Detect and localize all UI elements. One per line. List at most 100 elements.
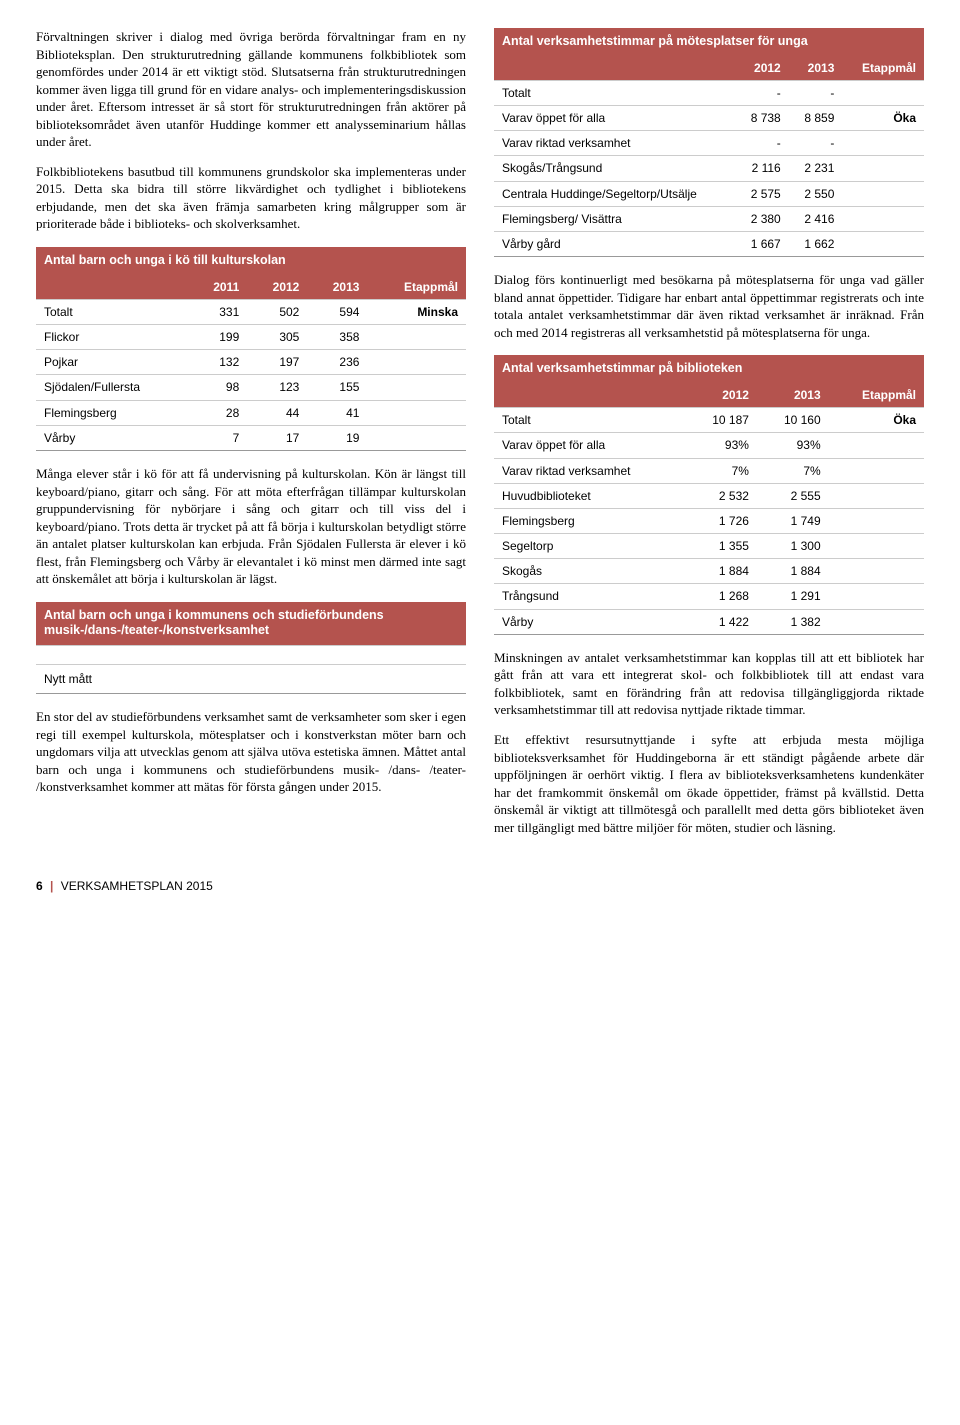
cell-value: 1 300 [757,534,829,559]
cell-value: 123 [247,375,307,400]
cell-value: 7 [188,425,247,450]
table-row: Vårby1 4221 382 [494,609,924,634]
row-label: Skogås [494,559,685,584]
cell-value: Öka [842,106,924,131]
col-header: 2012 [685,383,757,408]
cell-value: 19 [307,425,367,450]
cell-value: Öka [829,408,924,433]
cell-value: 305 [247,325,307,350]
cell-value: 98 [188,375,247,400]
body-paragraph: En stor del av studieförbundens verksamh… [36,708,466,796]
data-table: 2012 2013 Etappmål Totalt--Varav öppet f… [494,56,924,257]
table-row: Skogås/Trångsund2 1162 231 [494,156,924,181]
table-row: Pojkar132197236 [36,350,466,375]
table-kulturskolan: Antal barn och unga i kö till kulturskol… [36,247,466,451]
table-row: Segeltorp1 3551 300 [494,534,924,559]
table-row: Trångsund1 2681 291 [494,584,924,609]
table-note: Nytt mått [36,664,466,693]
left-column: Förvaltningen skriver i dialog med övrig… [36,28,466,848]
cell-value: 10 187 [685,408,757,433]
row-label: Varav öppet för alla [494,106,735,131]
cell-value: 17 [247,425,307,450]
cell-value: 132 [188,350,247,375]
cell-value: Minska [367,299,466,324]
table-row: Totalt10 18710 160Öka [494,408,924,433]
table-header: Antal verksamhetstimmar på mötesplatser … [494,28,924,56]
cell-value [829,483,924,508]
cell-value: 594 [307,299,367,324]
footer-separator: | [46,879,57,893]
table-row: Flemingsberg1 7261 749 [494,508,924,533]
row-label: Totalt [36,299,188,324]
cell-value: 2 380 [735,206,789,231]
table-row: Huvudbiblioteket2 5322 555 [494,483,924,508]
cell-value [842,131,924,156]
cell-value: 1 726 [685,508,757,533]
row-label: Huvudbiblioteket [494,483,685,508]
cell-value: 2 116 [735,156,789,181]
cell-value: 8 859 [789,106,843,131]
cell-value [829,584,924,609]
body-paragraph: Förvaltningen skriver i dialog med övrig… [36,28,466,151]
cell-value: 1 884 [757,559,829,584]
cell-value: 2 555 [757,483,829,508]
row-label: Varav öppet för alla [494,433,685,458]
col-header: 2013 [757,383,829,408]
cell-value: - [789,80,843,105]
table-studieforbund: Antal barn och unga i kommunens och stud… [36,602,466,694]
cell-value [829,559,924,584]
cell-value [367,425,466,450]
table-title: Antal verksamhetstimmar på mötesplatser … [502,34,916,50]
cell-value [829,609,924,634]
cell-value: 7% [685,458,757,483]
col-header: 2013 [789,56,843,81]
cell-value: 8 738 [735,106,789,131]
empty-row [36,645,466,664]
row-label: Centrala Huddinge/Segeltorp/Utsälje [494,181,735,206]
cell-value: 1 749 [757,508,829,533]
cell-value: 1 422 [685,609,757,634]
cell-value: 197 [247,350,307,375]
table-row: Flickor199305358 [36,325,466,350]
cell-value: 155 [307,375,367,400]
cell-value: 1 667 [735,231,789,256]
data-table: 2012 2013 Etappmål Totalt10 18710 160Öka… [494,383,924,634]
table-column-row: 2011 2012 2013 Etappmål [36,275,466,300]
row-label: Vårby [36,425,188,450]
cell-value: 2 416 [789,206,843,231]
cell-value: - [789,131,843,156]
col-header: Etappmål [367,275,466,300]
cell-value: 93% [685,433,757,458]
cell-value [367,400,466,425]
cell-value: 1 291 [757,584,829,609]
cell-value: 2 532 [685,483,757,508]
table-row: Vårby gård1 6671 662 [494,231,924,256]
cell-value [367,375,466,400]
data-table: 2011 2012 2013 Etappmål Totalt331502594M… [36,275,466,450]
body-paragraph: Ett effektivt resursutnyttjande i syfte … [494,731,924,836]
table-row: Totalt-- [494,80,924,105]
table-biblioteken: Antal verksamhetstimmar på biblioteken 2… [494,355,924,635]
cell-value: 1 382 [757,609,829,634]
cell-value: 7% [757,458,829,483]
cell-value: 93% [757,433,829,458]
page-columns: Förvaltningen skriver i dialog med övrig… [36,28,924,848]
cell-value: 44 [247,400,307,425]
table-column-row: 2012 2013 Etappmål [494,56,924,81]
cell-value [842,80,924,105]
table-row: Sjödalen/Fullersta98123155 [36,375,466,400]
col-header: 2012 [735,56,789,81]
row-label: Flickor [36,325,188,350]
cell-value [842,206,924,231]
row-label: Skogås/Trångsund [494,156,735,181]
row-label: Trångsund [494,584,685,609]
cell-value: 1 662 [789,231,843,256]
col-header: Etappmål [829,383,924,408]
right-column: Antal verksamhetstimmar på mötesplatser … [494,28,924,848]
row-label: Vårby [494,609,685,634]
body-paragraph: Dialog förs kontinuerligt med besökarna … [494,271,924,341]
cell-value [829,534,924,559]
cell-value [829,508,924,533]
row-label: Vårby gård [494,231,735,256]
cell-value: - [735,80,789,105]
